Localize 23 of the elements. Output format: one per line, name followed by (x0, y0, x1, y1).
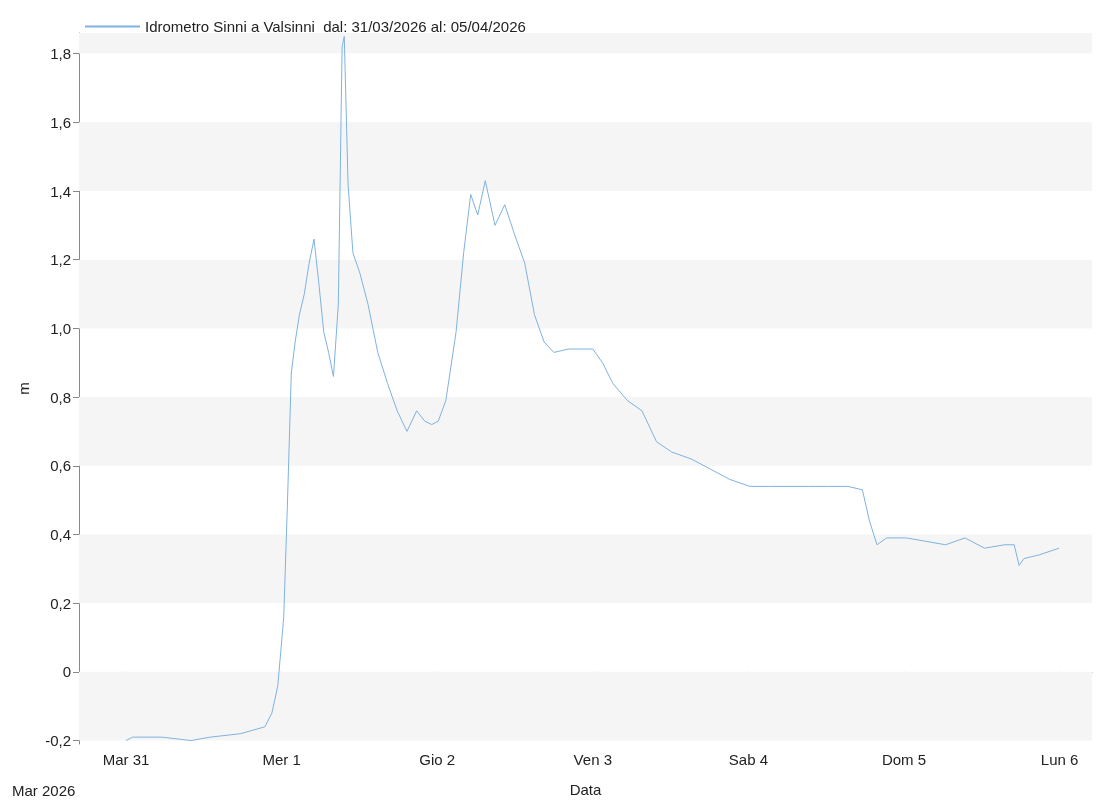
x-tick-label: Mar 31 (102, 751, 150, 768)
y-tick-label: 1,4 (50, 182, 71, 200)
y-tick-label: 1,6 (50, 113, 71, 131)
legend-label: Idrometro Sinni a Valsinni dal: 31/03/2026 al: 05/04/2026 (145, 18, 526, 35)
y-tick-label: 1,0 (50, 319, 71, 337)
x-tick-label: Lun 6 (1040, 751, 1079, 768)
y-tick-label: 0,2 (50, 594, 71, 612)
x-tick-label: Dom 5 (881, 751, 927, 768)
y-tick-label: 0,8 (50, 388, 71, 406)
y-tick-label: 1,8 (50, 45, 71, 63)
x-tick-label: Sab 4 (728, 751, 768, 768)
text: Mar 2026 (12, 782, 76, 799)
x-tick-label: Mer 1 (262, 751, 301, 768)
x-tick-label: Gio 2 (419, 751, 456, 768)
x-tick-label: Ven 3 (573, 751, 612, 768)
y-tick-label: 0,6 (50, 457, 71, 475)
y-tick-label: 0,4 (50, 525, 71, 543)
y-tick-label: -0,2 (45, 732, 71, 750)
y-axis-title: m (15, 382, 32, 395)
x-axis-title: Data (569, 781, 602, 798)
y-tick-label: 0 (62, 663, 71, 681)
line-series (125, 35, 1060, 742)
y-tick-label: 1,2 (50, 251, 71, 269)
